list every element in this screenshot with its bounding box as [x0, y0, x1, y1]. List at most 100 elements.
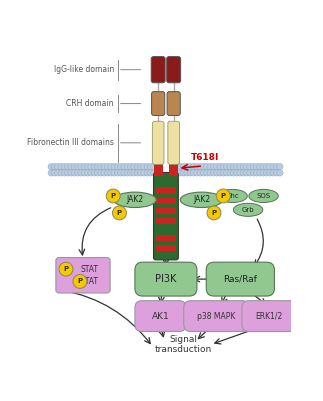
Circle shape: [68, 170, 74, 176]
Circle shape: [128, 164, 134, 170]
Circle shape: [200, 164, 207, 170]
Circle shape: [204, 170, 210, 176]
Circle shape: [134, 170, 141, 176]
Ellipse shape: [249, 189, 278, 203]
Circle shape: [214, 164, 220, 170]
Circle shape: [147, 164, 154, 170]
Ellipse shape: [233, 203, 263, 217]
Circle shape: [73, 275, 87, 288]
Circle shape: [131, 170, 137, 176]
Circle shape: [144, 170, 151, 176]
Circle shape: [207, 164, 214, 170]
Circle shape: [55, 164, 61, 170]
Bar: [153, 163, 163, 176]
Circle shape: [137, 164, 144, 170]
Text: IgG-like domain: IgG-like domain: [54, 65, 114, 74]
FancyBboxPatch shape: [56, 257, 110, 293]
Circle shape: [131, 164, 137, 170]
Circle shape: [51, 170, 58, 176]
Text: P: P: [221, 193, 226, 199]
Text: P: P: [111, 193, 116, 199]
Circle shape: [267, 164, 273, 170]
Circle shape: [214, 170, 220, 176]
Circle shape: [114, 164, 121, 170]
Circle shape: [267, 170, 273, 176]
Circle shape: [194, 170, 200, 176]
Circle shape: [247, 170, 253, 176]
Circle shape: [276, 164, 283, 170]
Ellipse shape: [218, 189, 247, 203]
Circle shape: [101, 170, 108, 176]
Circle shape: [204, 164, 210, 170]
FancyBboxPatch shape: [167, 57, 181, 83]
Text: ERK1/2: ERK1/2: [255, 312, 283, 320]
Circle shape: [217, 164, 224, 170]
Circle shape: [98, 170, 104, 176]
Circle shape: [263, 170, 270, 176]
Circle shape: [118, 164, 124, 170]
Circle shape: [240, 170, 247, 176]
Text: Fibronectin III domains: Fibronectin III domains: [27, 138, 114, 147]
Circle shape: [200, 170, 207, 176]
Circle shape: [187, 164, 194, 170]
Circle shape: [210, 164, 217, 170]
Circle shape: [216, 189, 230, 203]
Circle shape: [240, 164, 247, 170]
Circle shape: [260, 164, 266, 170]
Circle shape: [194, 164, 200, 170]
Circle shape: [121, 164, 127, 170]
Ellipse shape: [180, 192, 223, 207]
Circle shape: [224, 170, 230, 176]
Circle shape: [197, 170, 203, 176]
Circle shape: [101, 164, 108, 170]
Circle shape: [270, 164, 276, 170]
Text: Signal
transduction: Signal transduction: [155, 335, 213, 354]
Circle shape: [244, 164, 250, 170]
FancyBboxPatch shape: [206, 262, 275, 296]
Circle shape: [128, 170, 134, 176]
Circle shape: [58, 170, 64, 176]
Circle shape: [181, 164, 187, 170]
Circle shape: [134, 164, 141, 170]
Circle shape: [220, 170, 227, 176]
Circle shape: [81, 164, 88, 170]
Bar: [156, 235, 176, 241]
Circle shape: [254, 164, 260, 170]
Circle shape: [254, 170, 260, 176]
Ellipse shape: [114, 192, 156, 207]
Text: Ras/Raf: Ras/Raf: [224, 275, 257, 284]
Circle shape: [98, 164, 104, 170]
FancyBboxPatch shape: [242, 301, 296, 332]
Circle shape: [104, 164, 111, 170]
Circle shape: [184, 164, 190, 170]
Bar: [156, 198, 176, 204]
Circle shape: [230, 164, 237, 170]
Circle shape: [106, 189, 120, 203]
FancyBboxPatch shape: [152, 121, 164, 164]
Circle shape: [237, 170, 243, 176]
Text: SOS: SOS: [256, 193, 271, 199]
Circle shape: [144, 164, 151, 170]
Circle shape: [141, 164, 147, 170]
Circle shape: [124, 164, 131, 170]
Circle shape: [111, 170, 118, 176]
FancyBboxPatch shape: [151, 57, 165, 83]
Circle shape: [104, 170, 111, 176]
Circle shape: [210, 170, 217, 176]
Text: P: P: [63, 266, 68, 272]
Text: STAT: STAT: [80, 277, 98, 286]
Circle shape: [51, 164, 58, 170]
Circle shape: [184, 170, 190, 176]
Circle shape: [263, 164, 270, 170]
Circle shape: [75, 164, 81, 170]
Bar: [156, 208, 176, 215]
Circle shape: [65, 164, 71, 170]
Circle shape: [276, 170, 283, 176]
Circle shape: [108, 170, 114, 176]
Text: p38 MAPK: p38 MAPK: [197, 312, 235, 320]
Circle shape: [114, 170, 121, 176]
Circle shape: [191, 170, 197, 176]
Circle shape: [227, 170, 234, 176]
Bar: [156, 188, 176, 194]
Circle shape: [177, 170, 184, 176]
